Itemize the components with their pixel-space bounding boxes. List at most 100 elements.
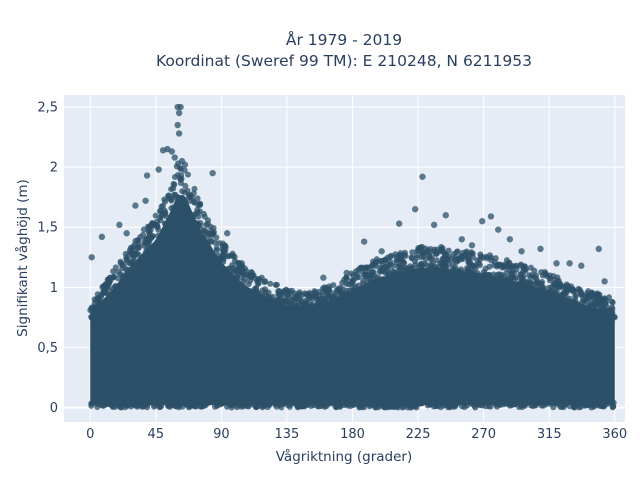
data-point [303,291,310,298]
data-point [458,274,465,281]
data-point [378,257,385,264]
data-point [412,261,419,268]
outlier-point [261,278,269,285]
data-point [168,205,175,212]
data-point [167,196,174,203]
data-point [186,193,193,200]
data-point [285,292,292,299]
data-point [234,278,241,285]
data-point [145,253,152,260]
data-point [320,305,327,312]
data-point [576,404,583,411]
data-point [262,286,269,293]
data-point [485,403,492,410]
data-point [276,296,283,303]
data-point [119,401,126,408]
data-point [189,401,196,408]
outlier-point [181,161,189,168]
data-point [191,219,198,226]
data-point [385,283,392,290]
data-point [600,297,607,304]
data-point [609,309,616,316]
data-point [562,399,569,406]
data-point [571,288,578,295]
data-point [171,401,178,408]
data-point [152,212,159,219]
data-point [135,236,142,243]
data-point [603,304,610,311]
data-point [202,221,209,228]
data-point [589,289,596,296]
data-point [380,276,387,283]
data-point [494,400,501,407]
data-point [527,279,534,286]
data-point [294,400,301,407]
data-point [447,403,454,410]
outlier-point [518,248,525,255]
outlier-point [175,130,183,137]
data-point [495,271,502,278]
data-point [156,208,163,215]
data-point [599,398,606,405]
data-point [209,230,216,237]
outlier-point [155,166,162,173]
data-point [547,401,554,408]
data-point [559,298,566,305]
data-point [247,288,254,295]
data-point [441,273,448,280]
data-point [234,271,241,278]
data-point [529,291,536,298]
data-point [474,400,481,407]
data-point [149,220,156,227]
x-tick-label: 315 [537,427,562,442]
data-point [418,250,425,257]
data-point [578,290,585,297]
data-point [422,245,429,252]
data-point [311,288,318,295]
outlier-point [442,212,449,219]
data-point [510,401,517,408]
data-point [238,282,245,289]
data-point [198,399,205,406]
outlier-point [175,109,183,117]
data-point [432,264,439,271]
data-point [555,277,562,284]
data-point [497,276,504,283]
outlier-point [224,230,231,237]
data-point [467,268,474,275]
data-point [599,305,606,312]
data-point [129,249,136,256]
data-point [483,253,490,260]
data-point [284,399,291,406]
data-point [120,283,127,290]
outlier-point [171,154,178,161]
data-point [510,263,517,270]
data-point [569,298,576,305]
data-point [333,400,340,407]
x-tick-label: 225 [406,427,431,442]
data-point [384,398,391,405]
data-point [457,269,464,276]
y-tick-labels: 0 0,5 1 1,5 2 2,5 [37,101,58,417]
x-tick-label: 360 [602,427,627,442]
data-point [594,290,601,297]
data-point [581,306,588,313]
outlier-point [174,121,181,129]
data-point [191,185,198,192]
data-point [488,257,495,264]
data-point [348,280,355,287]
data-point [124,266,131,273]
data-point [140,231,147,238]
data-point [272,281,279,288]
data-point [572,292,579,299]
data-point [219,252,226,259]
data-point [344,290,351,297]
data-point [538,280,545,287]
outlier-point [566,260,573,267]
data-point [194,209,201,216]
outlier-point [419,173,426,180]
data-point [445,261,452,268]
data-point [412,276,419,283]
data-point [538,291,545,298]
data-point [256,399,263,406]
